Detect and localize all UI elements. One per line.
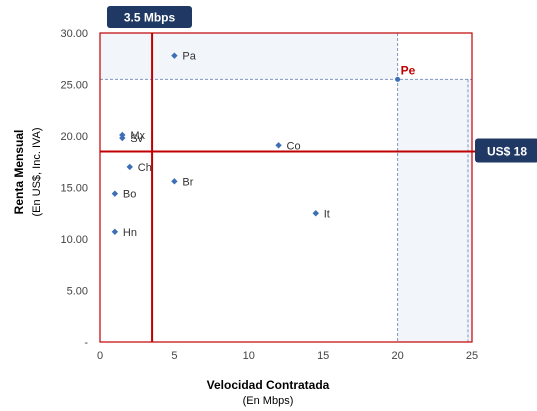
x-tick-label: 25 xyxy=(466,350,478,362)
highlight-region-right xyxy=(397,79,472,342)
data-point-label: Sv xyxy=(130,133,143,145)
data-point-label: Pa xyxy=(182,51,196,63)
data-point xyxy=(312,210,319,217)
plot-frame xyxy=(99,32,473,343)
y-tick-label: 30.00 xyxy=(60,28,88,40)
data-point-label: Pe xyxy=(401,63,416,77)
data-point xyxy=(171,52,178,59)
x-tick-label: 10 xyxy=(243,350,255,362)
y-tick-label: 5.00 xyxy=(67,286,88,298)
data-point-label: Bo xyxy=(123,189,136,201)
y-tick-label: 20.00 xyxy=(60,131,88,143)
y-tick-label: 25.00 xyxy=(60,80,88,92)
data-point-label: Br xyxy=(182,176,193,188)
data-point xyxy=(126,163,133,171)
y-tick-label: - xyxy=(84,337,88,349)
x-tick-label: 5 xyxy=(171,350,177,362)
horizontal-reference-badge: US$ 18 xyxy=(475,138,537,163)
x-tick-label: 20 xyxy=(391,350,403,362)
data-point-label: Mx xyxy=(130,130,145,142)
vertical-reference-badge: 3.5 Mbps xyxy=(107,6,192,28)
data-point xyxy=(111,190,119,197)
data-point xyxy=(111,228,119,235)
data-point-label: It xyxy=(324,208,330,220)
horizontal-reference-label: US$ 18 xyxy=(487,144,527,158)
x-axis-title: Velocidad Contratada xyxy=(207,378,330,392)
data-point xyxy=(395,76,401,82)
data-point-label: Co xyxy=(287,140,301,152)
data-point-label: Ch xyxy=(138,162,152,174)
data-point xyxy=(171,178,178,185)
data-point xyxy=(119,134,126,142)
vertical-reference-label: 3.5 Mbps xyxy=(124,11,176,25)
data-point-label: Hn xyxy=(123,227,137,239)
x-tick-label: 0 xyxy=(97,350,103,362)
y-axis-subtitle: (En US$, Inc. IVA) xyxy=(31,127,43,216)
x-axis-subtitle: (En Mbps) xyxy=(243,395,294,407)
x-tick-label: 15 xyxy=(317,350,329,362)
highlight-region-top xyxy=(100,33,398,80)
data-point xyxy=(275,142,282,149)
y-axis-title: Renta Mensual xyxy=(12,130,26,215)
y-tick-label: 10.00 xyxy=(60,234,88,246)
y-tick-label: 15.00 xyxy=(60,183,88,195)
